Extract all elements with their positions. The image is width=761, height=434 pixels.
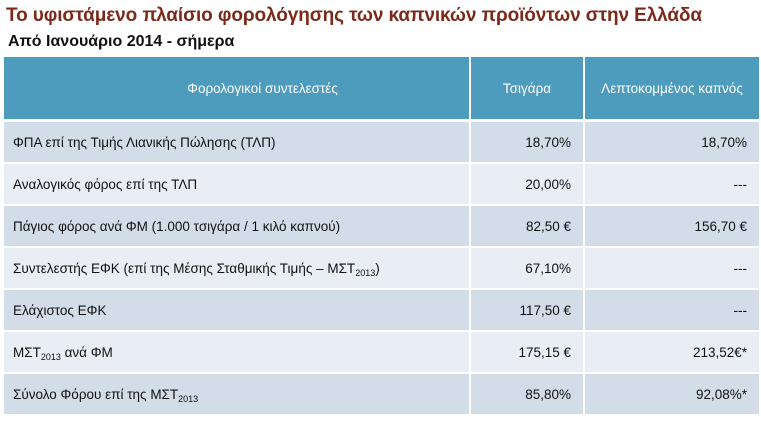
- row-label-subscript: 2013: [178, 393, 199, 404]
- header-cigarettes: Τσιγάρα: [470, 57, 585, 122]
- fine-cut-value: 92,08%*: [584, 373, 759, 416]
- row-label: Σύνολο Φόρου επί της ΜΣΤ2013: [4, 373, 471, 416]
- table-row: Σύνολο Φόρου επί της ΜΣΤ2013 85,80% 92,0…: [4, 373, 759, 416]
- row-label-suffix: ): [375, 260, 380, 276]
- row-label: Συντελεστής ΕΦΚ (επί της Μέσης Σταθμικής…: [4, 247, 471, 290]
- tax-rates-table: Φορολογικοί συντελεστές Τσιγάρα Λεπτοκομ…: [4, 57, 759, 416]
- table-row: Πάγιος φόρος ανά ΦΜ (1.000 τσιγάρα / 1 κ…: [4, 205, 759, 248]
- row-label: ΦΠΑ επί της Τιμής Λιανικής Πώλησης (ΤΛΠ): [4, 120, 471, 164]
- row-label: ΜΣΤ2013 ανά ΦΜ: [4, 331, 471, 374]
- fine-cut-value: 156,70 €: [584, 205, 759, 248]
- cigarettes-value: 18,70%: [470, 120, 585, 164]
- row-label-text: ΦΠΑ επί της Τιμής Λιανικής Πώλησης (ΤΛΠ): [13, 134, 276, 150]
- row-label-subscript: 2013: [355, 267, 376, 278]
- table-row: ΜΣΤ2013 ανά ΦΜ 175,15 € 213,52€*: [4, 331, 759, 374]
- header-tax-rates: Φορολογικοί συντελεστές: [4, 57, 471, 122]
- row-label-text: Συντελεστής ΕΦΚ (επί της Μέσης Σταθμικής…: [13, 260, 356, 276]
- row-label: Ελάχιστος ΕΦΚ: [4, 289, 471, 332]
- cigarettes-value: 67,10%: [470, 247, 585, 290]
- row-label-text: ΜΣΤ: [13, 344, 41, 360]
- row-label-subscript: 2013: [40, 351, 61, 362]
- cigarettes-value: 117,50 €: [470, 289, 585, 332]
- fine-cut-value: ---: [584, 163, 759, 206]
- row-label-text: Αναλογικός φόρος επί της ΤΛΠ: [13, 176, 198, 192]
- cigarettes-value: 82,50 €: [470, 205, 585, 248]
- table-row: Αναλογικός φόρος επί της ΤΛΠ 20,00% ---: [4, 163, 759, 206]
- row-label-text: Πάγιος φόρος ανά ΦΜ (1.000 τσιγάρα / 1 κ…: [13, 218, 341, 234]
- row-label: Πάγιος φόρος ανά ΦΜ (1.000 τσιγάρα / 1 κ…: [4, 205, 471, 248]
- page-title: Το υφιστάμενο πλαίσιο φορολόγησης των κα…: [6, 5, 702, 26]
- fine-cut-value: 213,52€*: [584, 331, 759, 374]
- cigarettes-value: 85,80%: [470, 373, 585, 416]
- row-label-text: Ελάχιστος ΕΦΚ: [13, 302, 107, 318]
- header-fine-cut-tobacco: Λεπτοκομμένος καπνός: [584, 57, 759, 122]
- row-label-text: Σύνολο Φόρου επί της ΜΣΤ: [13, 386, 179, 402]
- fine-cut-value: ---: [584, 247, 759, 290]
- row-label: Αναλογικός φόρος επί της ΤΛΠ: [4, 163, 471, 206]
- table-row: Ελάχιστος ΕΦΚ 117,50 € ---: [4, 289, 759, 332]
- table-row: ΦΠΑ επί της Τιμής Λιανικής Πώλησης (ΤΛΠ)…: [4, 120, 759, 164]
- page-subtitle: Από Ιανουάριο 2014 - σήμερα: [8, 33, 235, 50]
- fine-cut-value: ---: [584, 289, 759, 332]
- fine-cut-value: 18,70%: [584, 120, 759, 164]
- cigarettes-value: 175,15 €: [470, 331, 585, 374]
- table-row: Συντελεστής ΕΦΚ (επί της Μέσης Σταθμικής…: [4, 247, 759, 290]
- cigarettes-value: 20,00%: [470, 163, 585, 206]
- table-header-row: Φορολογικοί συντελεστές Τσιγάρα Λεπτοκομ…: [4, 57, 759, 122]
- row-label-suffix: ανά ΦΜ: [60, 344, 113, 360]
